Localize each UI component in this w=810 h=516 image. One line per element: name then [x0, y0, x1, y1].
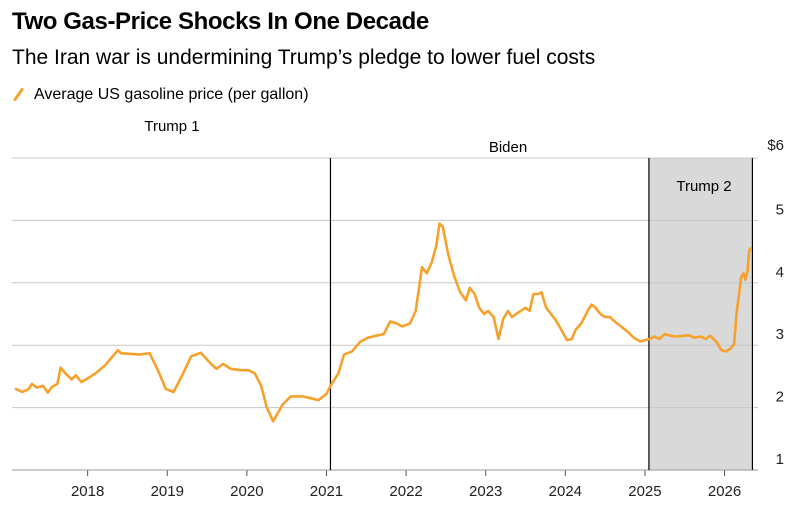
x-tick-label: 2025	[628, 483, 661, 500]
chart-title: Two Gas-Price Shocks In One Decade	[12, 8, 429, 35]
chart-subtitle: The Iran war is undermining Trump’s pled…	[12, 46, 596, 69]
gas-price-series-line	[14, 222, 753, 423]
y-tick-label: 5	[776, 201, 784, 218]
legend: Average US gasoline price (per gallon)	[12, 86, 309, 104]
period-label: Trump 2	[676, 178, 731, 195]
y-tick-label: 4	[776, 264, 784, 281]
y-tick-label: 3	[776, 326, 784, 343]
x-tick-label: 2024	[549, 483, 582, 500]
y-tick-label: $6	[767, 137, 784, 154]
x-tick-label: 2022	[389, 483, 422, 500]
x-tick-label: 2026	[708, 483, 741, 500]
x-tick-label: 2021	[310, 483, 343, 500]
legend-label: Average US gasoline price (per gallon)	[34, 86, 309, 103]
y-tick-label: 1	[776, 451, 784, 468]
y-tick-label: 2	[776, 389, 784, 406]
x-tick-label: 2018	[71, 483, 104, 500]
x-tick-label: 2023	[469, 483, 502, 500]
trump-2-shaded-region	[648, 158, 753, 470]
period-label: Trump 1	[144, 118, 199, 135]
x-tick-label: 2020	[230, 483, 263, 500]
period-label: Biden	[489, 139, 527, 156]
x-tick-label: 2019	[151, 483, 184, 500]
